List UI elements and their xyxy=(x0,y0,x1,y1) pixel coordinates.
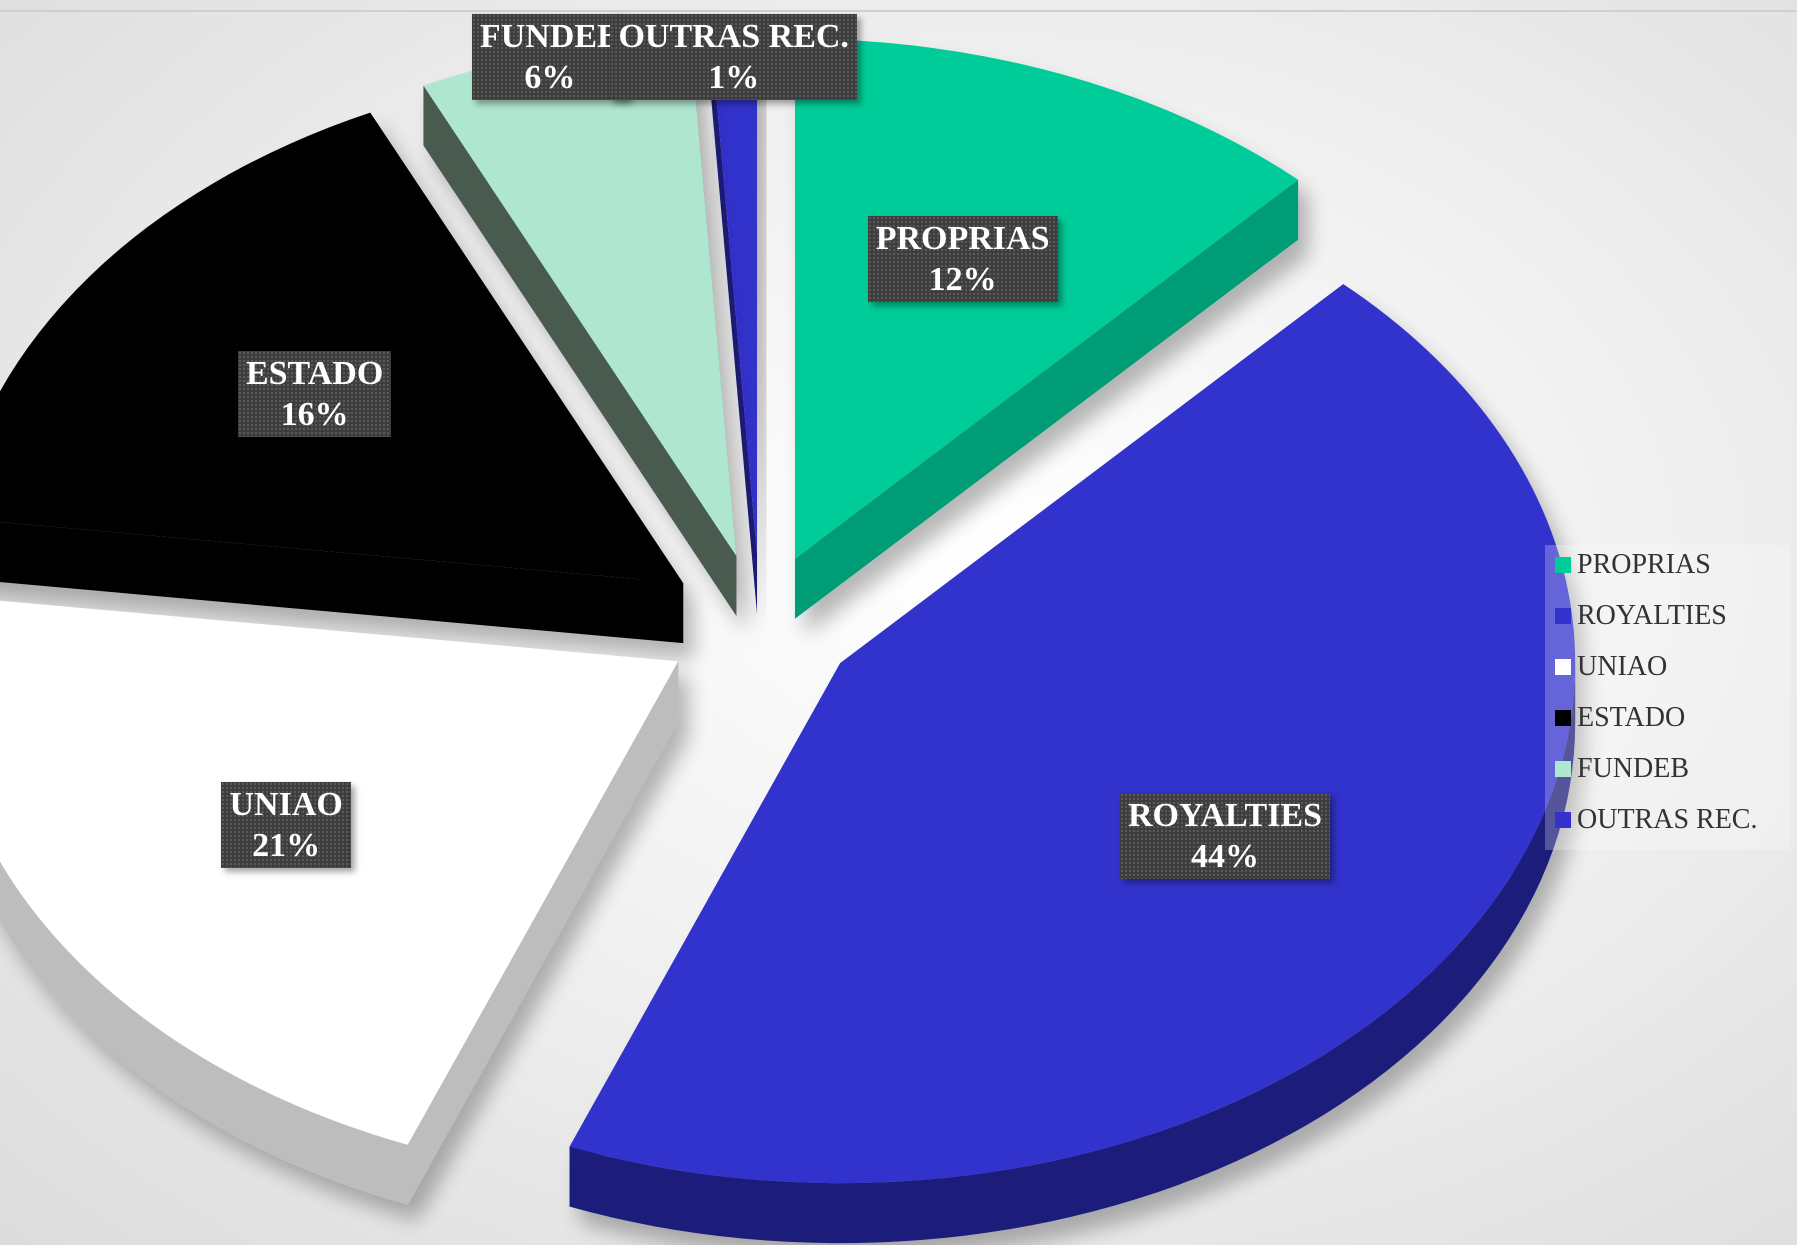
pie-slice-royalties xyxy=(569,284,1576,1244)
pie-slice-outras-rec xyxy=(710,33,758,614)
legend-item-uniao: UNIAO xyxy=(1555,647,1667,687)
legend-label-fundeb: FUNDEB xyxy=(1577,753,1690,784)
data-label-value-royalties: 44% xyxy=(1190,837,1259,875)
legend-item-proprias: PROPRIAS xyxy=(1555,545,1711,585)
legend-item-estado: ESTADO xyxy=(1555,698,1685,738)
data-label-outras-rec: OUTRAS REC. 1% xyxy=(610,14,857,100)
data-label-name-estado: ESTADO xyxy=(245,354,384,392)
legend-label-estado: ESTADO xyxy=(1577,702,1686,733)
data-label-name-uniao: UNIAO xyxy=(229,786,343,824)
pie-slice-top-royalties xyxy=(569,284,1576,1184)
data-label-uniao: UNIAO 21% xyxy=(221,782,351,869)
top-divider xyxy=(0,10,1797,12)
legend-item-fundeb: FUNDEB xyxy=(1555,749,1689,789)
data-label-name-proprias: PROPRIAS xyxy=(875,219,1050,257)
pie-slice-fundeb xyxy=(423,37,737,616)
data-label-proprias: PROPRIAS 12% xyxy=(867,215,1058,302)
data-label-value-outras-rec: 1% xyxy=(708,59,760,96)
pie-slice-estado xyxy=(0,112,684,644)
data-label-fundeb: FUNDEB 6% xyxy=(471,14,628,100)
legend-item-royalties: ROYALTIES xyxy=(1555,596,1727,636)
legend-swatch-royalties xyxy=(1555,608,1571,624)
data-label-name-royalties: ROYALTIES xyxy=(1127,796,1323,834)
data-label-name-outras-rec: OUTRAS REC. xyxy=(618,18,849,55)
data-label-name-fundeb: FUNDEB xyxy=(479,18,620,55)
data-label-value-fundeb: 6% xyxy=(524,59,576,96)
pie-slice-cut-uniao-0 xyxy=(407,661,679,1205)
legend-swatch-uniao xyxy=(1555,659,1571,675)
legend-swatch-fundeb xyxy=(1555,761,1571,777)
data-label-estado: ESTADO 16% xyxy=(237,350,392,437)
pie-slice-side-royalties-0 xyxy=(569,663,1576,1244)
pie-slice-top-estado xyxy=(0,112,684,584)
pie-slice-side-uniao-0 xyxy=(0,861,408,1205)
pie-slice-uniao xyxy=(0,600,679,1205)
legend-label-uniao: UNIAO xyxy=(1577,651,1668,682)
pie-slice-top-fundeb xyxy=(423,37,737,556)
data-label-royalties: ROYALTIES 44% xyxy=(1119,792,1331,879)
pie-slice-top-outras-rec xyxy=(710,33,758,554)
pie-slice-cut-estado-0 xyxy=(0,522,684,644)
chart-legend: PROPRIAS ROYALTIES UNIAO ESTADO FUNDEB O… xyxy=(1545,545,1790,850)
legend-label-outras-rec: OUTRAS REC. xyxy=(1577,804,1758,835)
legend-label-royalties: ROYALTIES xyxy=(1577,600,1727,631)
pie-slice-cut-fundeb-0 xyxy=(423,85,737,616)
pie-slice-cut-outras-rec-0 xyxy=(710,34,758,614)
pie-slice-cut-proprias-1 xyxy=(794,179,1299,619)
data-label-value-proprias: 12% xyxy=(928,260,997,298)
legend-swatch-outras-rec xyxy=(1555,812,1571,828)
legend-item-outras-rec: OUTRAS REC. xyxy=(1555,800,1757,840)
data-label-value-uniao: 21% xyxy=(252,827,321,865)
data-label-value-estado: 16% xyxy=(280,395,349,433)
legend-label-proprias: PROPRIAS xyxy=(1577,549,1711,580)
pie-slice-top-uniao xyxy=(0,600,679,1145)
legend-swatch-estado xyxy=(1555,710,1571,726)
legend-swatch-proprias xyxy=(1555,557,1571,573)
